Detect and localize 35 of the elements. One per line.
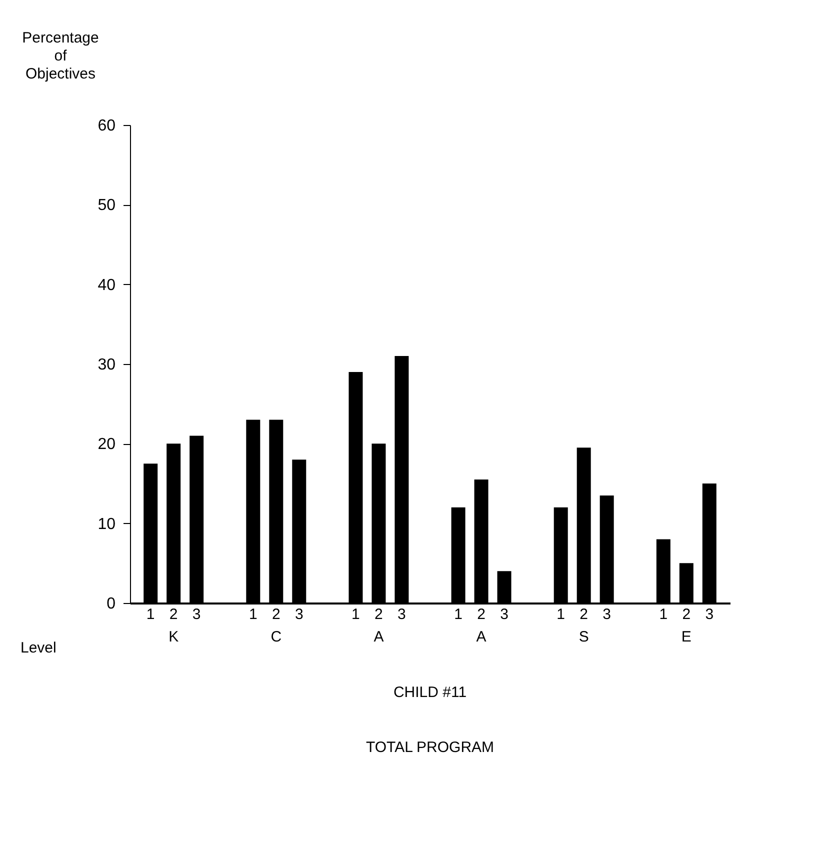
text: 2 [272, 606, 280, 623]
text: 3 [602, 606, 612, 623]
series-label: 1 [146, 606, 155, 623]
text: 2 [374, 606, 383, 623]
x-tick-label: A [374, 628, 384, 646]
text: 2 [580, 606, 588, 623]
y-tick-label: 30 [98, 356, 116, 374]
text: 2 [477, 606, 486, 623]
x-axis-title: Level [20, 640, 56, 656]
text: 1 [659, 606, 668, 623]
y-tick-label: 50 [98, 197, 116, 214]
x-tick-label: K [168, 628, 179, 646]
text: 3 [500, 606, 508, 623]
text: 3 [705, 606, 714, 623]
text: 2 [682, 606, 691, 623]
text: 3 [398, 606, 406, 623]
text: 1 [352, 606, 360, 623]
series-label: 3 [192, 606, 201, 623]
text: 1 [556, 606, 566, 623]
y-tick-label: 0 [106, 596, 116, 612]
text: 1 [454, 606, 462, 623]
x-tick-label: S [578, 628, 589, 646]
series-label: 2 [169, 606, 178, 623]
text: CHILD #11 [393, 684, 467, 701]
y-tick-label: 10 [98, 516, 116, 533]
text: 3 [294, 606, 304, 623]
y-tick-label: 20 [98, 436, 116, 454]
text: TOTAL PROGRAM [366, 739, 494, 756]
x-tick-label: A [476, 628, 486, 646]
x-tick-label: C [270, 628, 282, 646]
y-tick-label: 60 [98, 118, 116, 134]
y-tick-label: 40 [98, 276, 116, 294]
x-tick-label: E [681, 628, 692, 646]
text: 1 [248, 606, 258, 623]
y-axis-title: Percentage of Objectives [22, 30, 99, 82]
